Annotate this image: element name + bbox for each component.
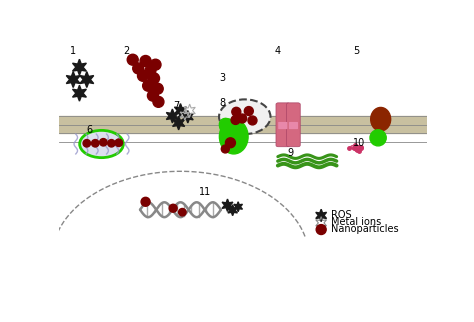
Text: ROS: ROS (331, 210, 352, 220)
Ellipse shape (219, 119, 248, 154)
FancyBboxPatch shape (59, 123, 427, 133)
FancyBboxPatch shape (276, 103, 290, 147)
Polygon shape (73, 85, 86, 101)
Text: 10: 10 (353, 138, 365, 148)
Ellipse shape (83, 139, 91, 147)
Ellipse shape (237, 114, 246, 123)
Ellipse shape (226, 138, 236, 148)
Polygon shape (80, 71, 94, 88)
Ellipse shape (127, 54, 138, 65)
Ellipse shape (231, 116, 240, 124)
Polygon shape (316, 209, 327, 222)
Polygon shape (182, 110, 193, 123)
Ellipse shape (147, 90, 158, 101)
FancyBboxPatch shape (289, 122, 298, 129)
Ellipse shape (371, 108, 391, 131)
Text: 6: 6 (87, 125, 93, 136)
Text: 11: 11 (199, 187, 211, 197)
Polygon shape (173, 116, 185, 130)
Ellipse shape (91, 139, 99, 147)
Ellipse shape (145, 65, 156, 76)
Text: Nanoparticles: Nanoparticles (331, 224, 399, 234)
Ellipse shape (148, 73, 160, 84)
FancyBboxPatch shape (278, 122, 287, 129)
Ellipse shape (370, 130, 386, 146)
Ellipse shape (152, 83, 163, 94)
Ellipse shape (179, 208, 186, 216)
Text: 5: 5 (353, 46, 359, 56)
Ellipse shape (219, 118, 238, 137)
Ellipse shape (108, 139, 115, 147)
Text: Metal ions: Metal ions (331, 217, 382, 227)
FancyBboxPatch shape (287, 103, 300, 147)
Ellipse shape (232, 107, 241, 116)
Polygon shape (228, 205, 237, 216)
Ellipse shape (150, 59, 161, 70)
Text: 8: 8 (219, 98, 225, 108)
Ellipse shape (316, 225, 326, 234)
Polygon shape (166, 109, 178, 123)
Text: 3: 3 (219, 73, 225, 83)
Ellipse shape (115, 139, 122, 147)
Text: 7: 7 (173, 100, 179, 111)
Text: 2: 2 (124, 46, 130, 56)
Polygon shape (234, 202, 243, 212)
Ellipse shape (143, 80, 154, 91)
Ellipse shape (153, 96, 164, 107)
Text: 4: 4 (274, 46, 280, 56)
Text: 1: 1 (70, 46, 76, 56)
Text: 9: 9 (287, 148, 293, 158)
Polygon shape (66, 71, 80, 88)
Ellipse shape (169, 204, 177, 212)
Ellipse shape (141, 197, 150, 206)
Polygon shape (222, 199, 233, 212)
Polygon shape (73, 59, 86, 75)
Ellipse shape (80, 130, 123, 158)
Ellipse shape (248, 116, 257, 125)
Ellipse shape (244, 107, 253, 116)
Ellipse shape (140, 55, 151, 66)
FancyBboxPatch shape (59, 116, 427, 125)
Ellipse shape (133, 63, 144, 74)
Polygon shape (174, 104, 187, 118)
Ellipse shape (137, 71, 148, 81)
Ellipse shape (221, 145, 229, 153)
Circle shape (219, 99, 271, 134)
Ellipse shape (100, 138, 107, 146)
